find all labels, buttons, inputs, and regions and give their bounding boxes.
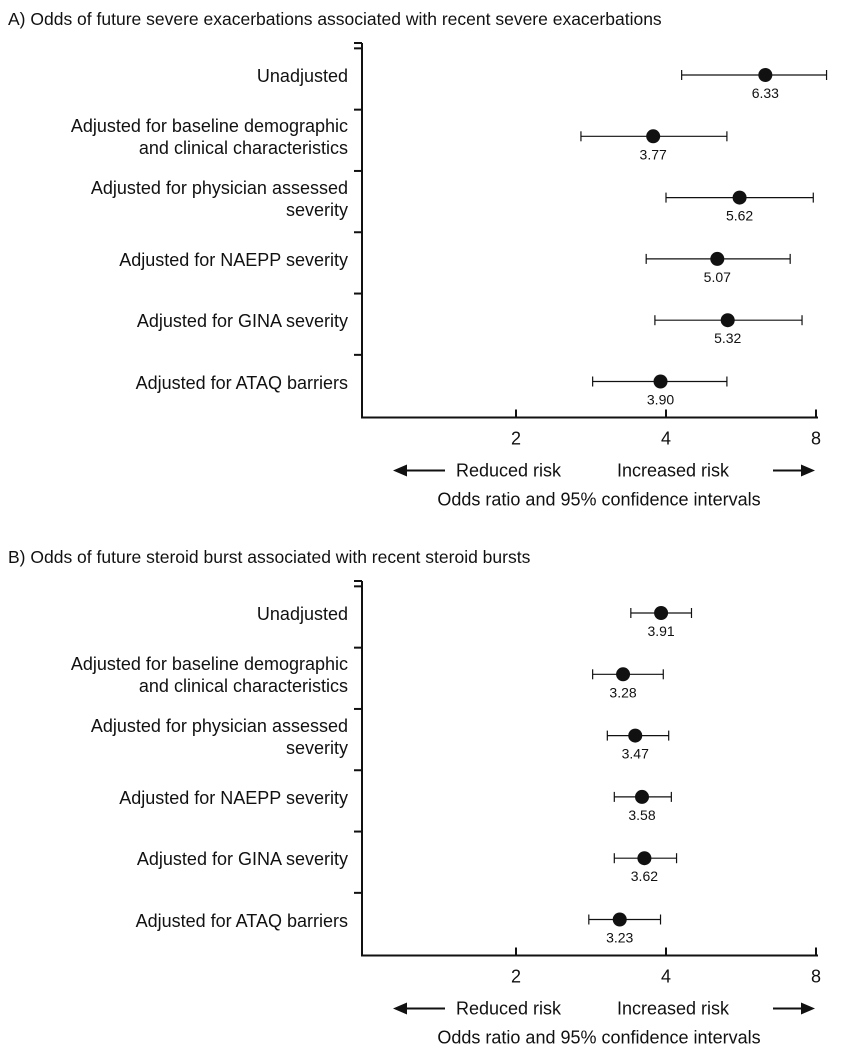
row-label: Adjusted for ATAQ barriers — [136, 372, 348, 394]
forest-plot: 2 4 8 6.33 3.77 5.62 5.07 5.32 3.90 Reduced risk I… — [354, 42, 828, 510]
arrow-head — [393, 464, 407, 477]
reduced-risk-arrow — [393, 1002, 445, 1015]
increased-risk-arrow — [773, 1002, 815, 1015]
value-label: 3.58 — [628, 807, 655, 823]
row-label-line: Unadjusted — [256, 66, 348, 86]
row-label: Adjusted for NAEPP severity — [119, 787, 348, 809]
arrow-head — [801, 1002, 815, 1015]
reduced-risk-label: Reduced risk — [456, 999, 562, 1019]
row-label: Adjusted for NAEPP severity — [119, 249, 348, 271]
row-label: Adjusted for physician assessed severity — [91, 177, 348, 221]
x-tick-label: 8 — [811, 967, 821, 987]
reduced-risk-label: Reduced risk — [456, 461, 562, 481]
point-estimate — [637, 851, 652, 866]
value-label: 5.62 — [726, 208, 753, 224]
point-estimate — [710, 251, 725, 266]
point-estimate — [628, 728, 643, 743]
row-label: Adjusted for baseline demographic and cli… — [71, 653, 348, 697]
point-estimate — [653, 374, 668, 389]
point-estimate — [758, 68, 773, 82]
point-estimate — [646, 129, 661, 144]
row-label-line: Adjusted for physician assessed — [90, 715, 348, 736]
row-label-line: Adjusted for NAEPP severity — [119, 787, 348, 808]
row-label: Unadjusted — [257, 603, 348, 625]
x-tick-label: 2 — [511, 967, 521, 987]
reduced-risk-arrow — [393, 464, 445, 477]
increased-risk-arrow — [773, 464, 815, 477]
value-label: 3.28 — [609, 684, 636, 700]
row-label-line: severity — [285, 199, 348, 220]
value-label: 6.33 — [752, 85, 779, 101]
panel-title: A) Odds of future severe exacerbations a… — [8, 9, 662, 29]
value-label: 3.91 — [647, 623, 674, 639]
panel-b: B) Odds of future steroid burst associat… — [0, 538, 848, 1048]
arrow-head — [393, 1002, 407, 1015]
value-label: 3.77 — [640, 146, 667, 162]
value-label: 5.07 — [704, 269, 731, 285]
row-label: Adjusted for physician assessed severity — [91, 715, 348, 759]
value-label: 3.47 — [622, 746, 649, 762]
row-label-line: Unadjusted — [256, 604, 348, 624]
value-label: 3.90 — [647, 392, 674, 408]
panel-title: B) Odds of future steroid burst associat… — [8, 547, 531, 567]
value-label: 3.62 — [631, 868, 658, 884]
x-tick-label: 2 — [511, 429, 521, 449]
row-label-line: Adjusted for GINA severity — [136, 849, 348, 870]
row-label: Adjusted for baseline demographic and cli… — [71, 115, 348, 159]
forest-plot: 2 4 8 3.91 3.28 3.47 3.58 3.62 3.23 Reduced risk I… — [354, 580, 821, 1048]
point-estimate — [616, 667, 631, 682]
row-label-line: Adjusted for ATAQ barriers — [135, 372, 348, 393]
point-estimate — [732, 190, 747, 205]
x-tick-label: 4 — [661, 429, 671, 449]
row-label: Unadjusted — [257, 65, 348, 87]
panel-a: A) Odds of future severe exacerbations a… — [0, 0, 848, 520]
value-label: 5.32 — [714, 330, 741, 346]
x-tick-label: 4 — [661, 967, 671, 987]
value-label: 3.23 — [606, 930, 633, 946]
arrow-head — [801, 464, 815, 477]
x-tick-label: 8 — [811, 429, 821, 449]
point-estimate — [634, 789, 649, 804]
row-label-line: Adjusted for baseline demographic — [70, 116, 348, 137]
row-label-line: Adjusted for baseline demographic — [70, 654, 348, 675]
increased-risk-label: Increased risk — [617, 999, 730, 1019]
row-label-line: Adjusted for physician assessed — [90, 177, 348, 198]
point-estimate — [720, 313, 735, 328]
point-estimate — [612, 912, 627, 927]
point-estimate — [654, 606, 669, 620]
row-label-line: Adjusted for ATAQ barriers — [135, 910, 348, 931]
row-label: Adjusted for ATAQ barriers — [136, 910, 348, 932]
row-label-line: Adjusted for NAEPP severity — [119, 249, 348, 270]
row-label: Adjusted for GINA severity — [137, 848, 348, 870]
row-label-line: severity — [285, 737, 348, 758]
increased-risk-label: Increased risk — [617, 461, 730, 481]
x-axis-label: Odds ratio and 95% confidence intervals — [437, 1028, 760, 1048]
x-axis-label: Odds ratio and 95% confidence intervals — [437, 490, 760, 510]
row-label-line: and clinical characteristics — [138, 676, 348, 697]
row-label: Adjusted for GINA severity — [137, 310, 348, 332]
row-label-line: and clinical characteristics — [138, 138, 348, 159]
row-label-line: Adjusted for GINA severity — [136, 311, 348, 332]
